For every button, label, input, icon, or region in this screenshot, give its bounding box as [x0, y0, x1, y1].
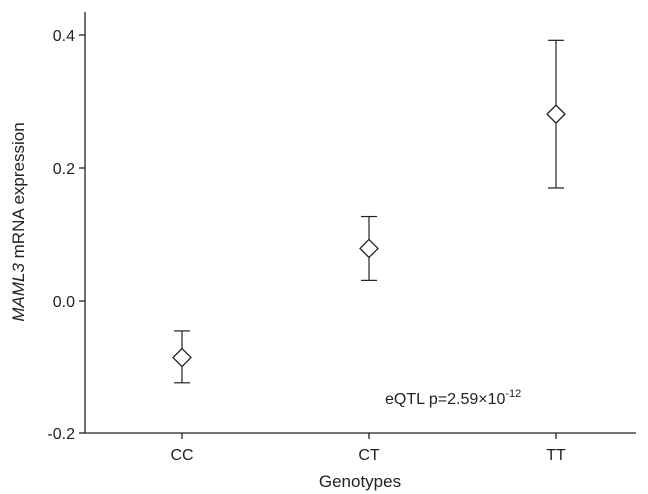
- eqtl-annotation: eQTL p=2.59×10-12: [385, 388, 521, 408]
- y-tick-label: 0.4: [53, 28, 75, 45]
- data-point-group: [172, 330, 192, 384]
- data-marks: [172, 39, 566, 384]
- diamond-marker: [359, 238, 379, 259]
- y-axis-title-gene: MAML3: [9, 263, 28, 322]
- y-ticks: -0.2 0.0 0.2 0.4: [47, 28, 85, 443]
- y-axis-title-rest: mRNA expression: [9, 122, 28, 263]
- eqtl-annotation-exponent: -12: [505, 388, 521, 400]
- x-tick-label: CC: [170, 447, 193, 464]
- eqtl-annotation-base: eQTL p=2.59×10: [385, 391, 505, 408]
- y-tick-label: -0.2: [47, 426, 75, 443]
- x-tick-label: CT: [358, 447, 380, 464]
- y-tick-label: 0.0: [53, 294, 75, 311]
- x-ticks: CC CT TT: [170, 433, 566, 464]
- diamond-marker: [172, 347, 192, 368]
- y-axis-title: MAML3 mRNA expression: [9, 122, 28, 321]
- x-axis-title: Genotypes: [319, 472, 401, 491]
- data-point-group: [359, 215, 379, 281]
- y-tick-label: 0.2: [53, 161, 75, 178]
- diamond-marker: [546, 104, 566, 125]
- axes: [84, 12, 636, 434]
- x-tick-label: TT: [546, 447, 566, 464]
- data-point-group: [546, 39, 566, 189]
